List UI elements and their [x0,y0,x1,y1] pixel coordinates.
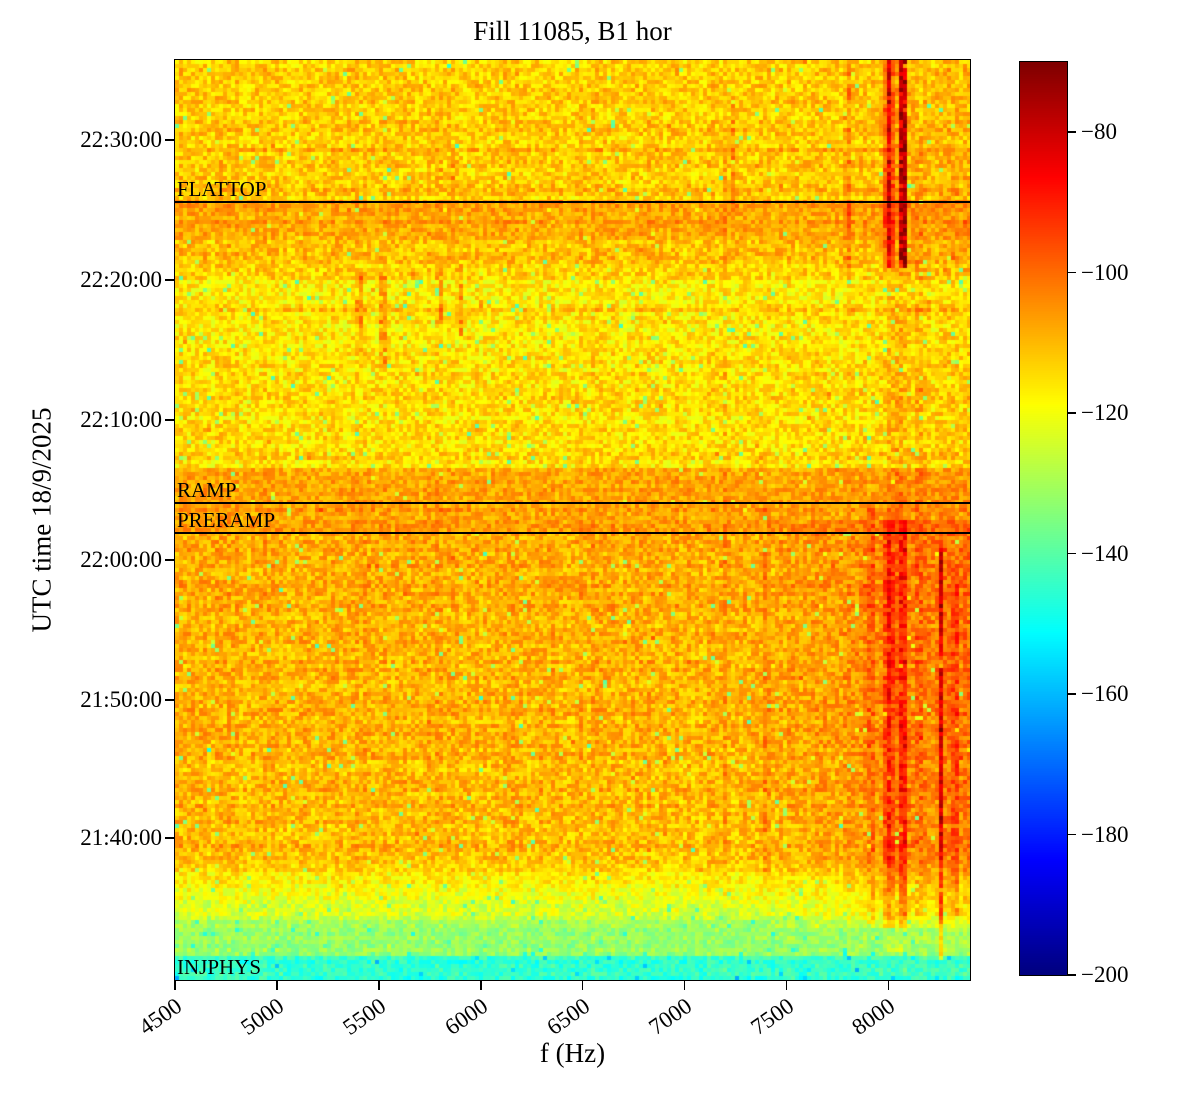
x-tick-label: 4500 [134,993,187,1040]
y-tick [165,419,174,421]
plot-title: Fill 11085, B1 hor [473,16,672,46]
x-tick [785,981,788,990]
colorbar-tick [1068,131,1076,134]
colorbar-tick-label: −200 [1081,962,1129,987]
annotation-line-flattop [175,200,970,204]
y-tick-label: 21:50:00 [80,687,162,713]
x-tick [479,981,482,990]
x-tick [887,981,890,990]
colorbar-tick-label: −140 [1081,540,1129,566]
colorbar-tick-label: −180 [1081,821,1129,847]
colorbar-tick [1068,974,1076,976]
y-tick [165,699,174,701]
y-tick [165,837,174,839]
x-tick [276,981,278,990]
y-tick-label: 22:10:00 [80,406,162,432]
x-tick [683,981,686,990]
x-tick [378,981,380,990]
colorbar-tick [1068,271,1076,274]
colorbar-tick [1068,693,1076,695]
x-tick [581,981,584,990]
colorbar [1020,62,1067,975]
y-tick-label: 22:20:00 [80,266,162,292]
colorbar-tick [1068,552,1076,555]
y-tick-label: 22:30:00 [80,127,162,153]
y-tick-label: 22:00:00 [80,547,162,573]
y-tick [165,559,174,561]
y-tick [165,139,174,141]
spectrogram-heatmap [175,60,970,980]
y-axis-label: UTC time 18/9/2025 [26,407,57,633]
annotation-label-preramp: PRERAMP [177,507,276,532]
colorbar-tick-label: −120 [1081,400,1129,426]
x-axis-label: f (Hz) [539,1038,606,1068]
annotation-label-flattop: FLATTOP [177,176,267,201]
x-tick [174,981,176,990]
y-tick [165,279,174,281]
colorbar-tick [1068,833,1076,836]
colorbar-tick [1068,412,1076,414]
y-tick-label: 21:40:00 [80,825,162,851]
annotation-line-preramp [175,531,970,535]
colorbar-tick-label: −100 [1081,259,1129,285]
annotation-line-ramp [175,501,970,505]
annotation-label-injphys: INJPHYS [177,955,262,979]
colorbar-tick-label: −160 [1081,681,1129,707]
annotation-label-ramp: RAMP [177,477,237,502]
colorbar-tick-label: −80 [1081,119,1117,145]
